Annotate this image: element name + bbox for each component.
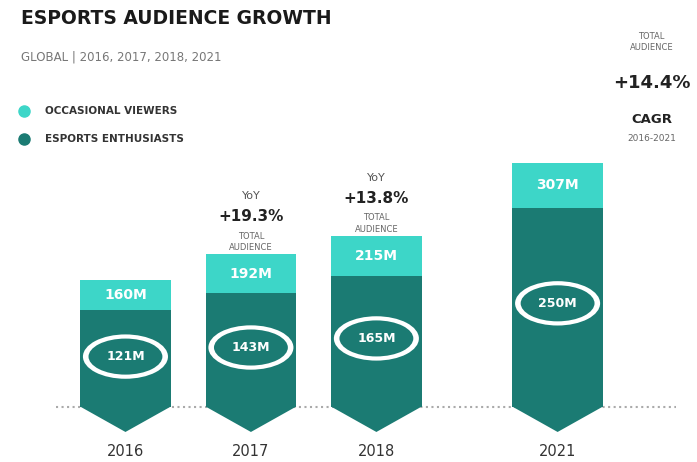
Ellipse shape [515,281,600,326]
Bar [512,208,603,407]
Text: TOTAL
AUDIENCE: TOTAL AUDIENCE [229,231,273,252]
Text: OCCASIONAL VIEWERS: OCCASIONAL VIEWERS [45,106,178,116]
Ellipse shape [83,334,168,379]
Ellipse shape [208,325,293,370]
Text: +14.4%: +14.4% [613,74,691,92]
Text: 2021: 2021 [539,444,576,458]
Text: 160M: 160M [104,288,147,302]
Text: 2017: 2017 [232,444,270,458]
Text: ESPORTS ENTHUSIASTS: ESPORTS ENTHUSIASTS [45,134,184,144]
Bar [206,293,296,407]
Text: +13.8%: +13.8% [344,191,409,206]
Text: 143M: 143M [231,341,270,354]
Bar [206,254,296,293]
Text: 192M: 192M [229,267,273,280]
Ellipse shape [213,328,289,367]
Polygon shape [331,407,422,432]
Text: +19.3%: +19.3% [218,209,284,224]
Ellipse shape [87,337,164,376]
Ellipse shape [519,284,596,323]
Text: YoY: YoY [242,191,260,201]
Polygon shape [80,407,171,432]
Text: YoY: YoY [367,173,385,182]
Bar [512,163,603,208]
Text: 215M: 215M [355,249,398,263]
Bar [80,310,171,407]
Text: 121M: 121M [106,350,145,363]
Text: GLOBAL | 2016, 2017, 2018, 2021: GLOBAL | 2016, 2017, 2018, 2021 [21,51,222,64]
Text: ESPORTS AUDIENCE GROWTH: ESPORTS AUDIENCE GROWTH [21,9,332,28]
Text: TOTAL
AUDIENCE: TOTAL AUDIENCE [630,32,673,53]
Text: CAGR: CAGR [631,113,672,126]
Bar [331,236,422,275]
Text: 307M: 307M [536,178,579,192]
Bar [331,275,422,407]
Ellipse shape [338,319,415,358]
Text: 2016-2021: 2016-2021 [627,134,676,143]
Text: 2018: 2018 [358,444,395,458]
Text: 165M: 165M [357,332,396,345]
Polygon shape [206,407,296,432]
Ellipse shape [334,316,419,361]
Text: 2016: 2016 [107,444,144,458]
Text: 250M: 250M [538,297,577,310]
Polygon shape [512,407,603,432]
Bar [80,280,171,310]
Text: TOTAL
AUDIENCE: TOTAL AUDIENCE [355,213,398,233]
